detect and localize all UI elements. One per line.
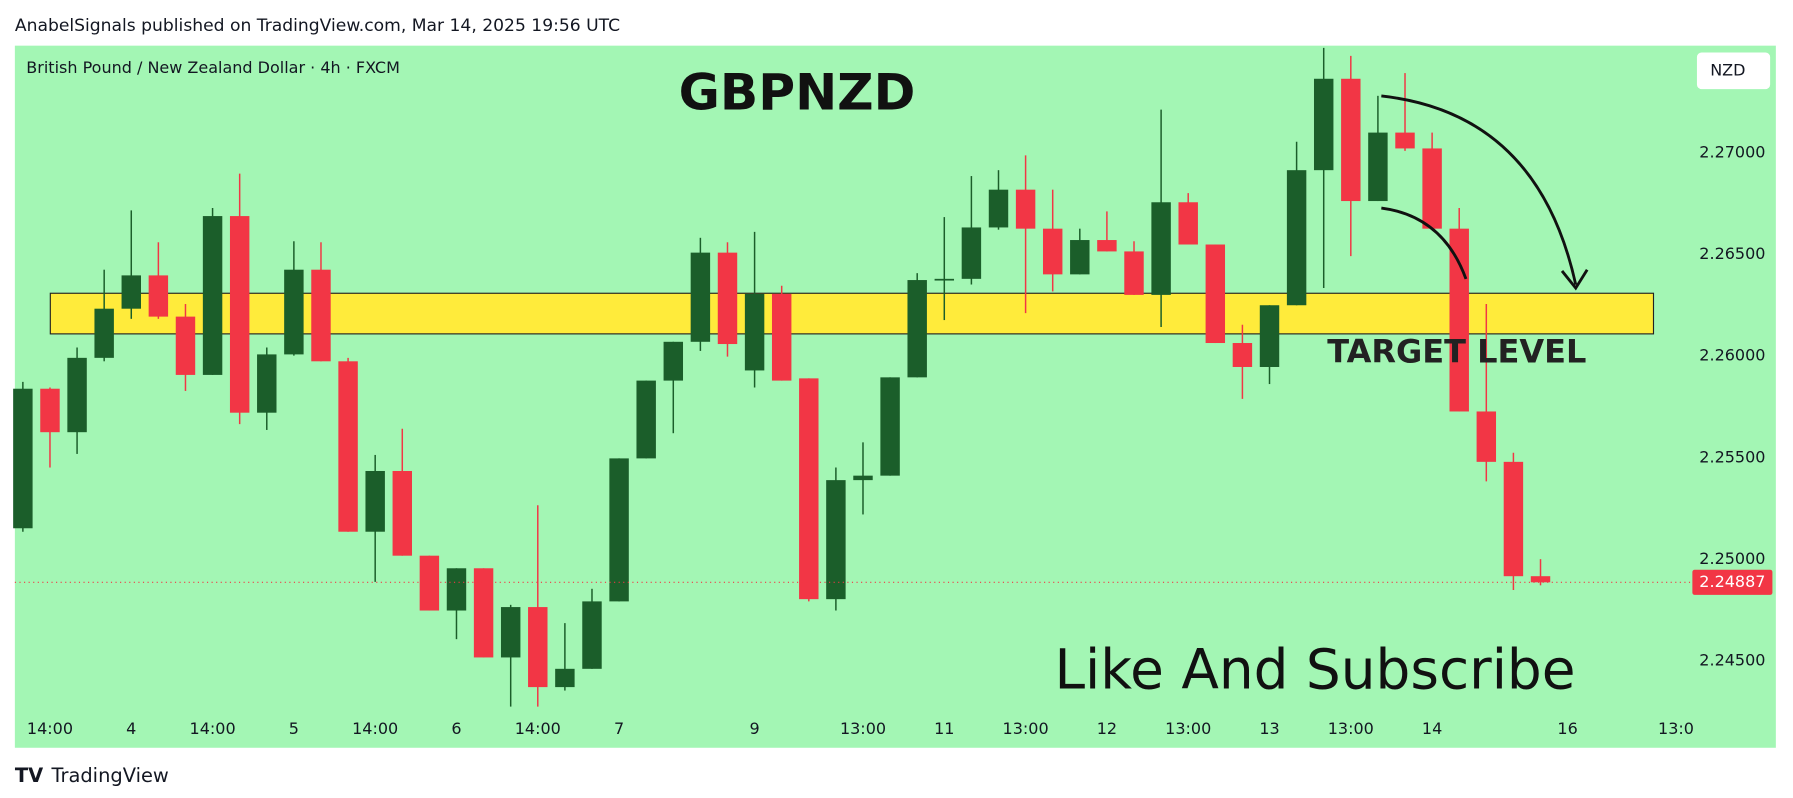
candle-body — [1313, 78, 1334, 171]
x-tick-label: 14:00 — [515, 719, 561, 738]
candle-body — [609, 458, 629, 602]
candle-body — [961, 227, 982, 279]
x-tick-label: 5 — [289, 719, 299, 738]
candle-body — [1368, 132, 1388, 202]
annotation: TARGET LEVEL — [1327, 332, 1586, 370]
candle-body — [1449, 228, 1469, 412]
arrow — [1381, 206, 1468, 280]
x-tick-label: 13:0 — [1658, 719, 1694, 738]
x-tick-label: 11 — [934, 719, 954, 738]
candle-body — [148, 275, 169, 317]
candle-body — [94, 308, 114, 358]
x-tick-label: 14:00 — [352, 719, 398, 738]
candle-body — [771, 293, 792, 381]
candle-body — [1015, 189, 1036, 229]
x-tick-label: 16 — [1557, 719, 1577, 738]
candle-body — [1151, 202, 1171, 295]
y-tick-label: 2.26000 — [1699, 346, 1765, 365]
candle-body — [473, 568, 494, 658]
candle-body — [365, 470, 385, 532]
footer: TradingView — [50, 764, 168, 787]
x-tick-label: 13:00 — [1328, 719, 1374, 738]
candle-body — [907, 280, 927, 378]
candle-body — [284, 269, 304, 355]
candle-body — [880, 377, 900, 476]
candle-body — [1259, 305, 1280, 367]
candle-body — [988, 189, 1009, 228]
candle-body — [555, 668, 575, 688]
candle-body — [1530, 576, 1551, 583]
candle-body — [1422, 148, 1442, 229]
candle-body — [663, 341, 684, 381]
candle-body — [121, 275, 141, 309]
candle-body — [40, 388, 60, 433]
candle-body — [392, 470, 413, 556]
candle-body — [1205, 244, 1226, 344]
candle-body — [311, 269, 331, 362]
candle-body — [1042, 228, 1063, 275]
annotation: Like And Subscribe — [1054, 638, 1575, 702]
candle-body — [1178, 202, 1198, 245]
candle-body — [528, 607, 548, 688]
last-price-label: 2.24887 — [1699, 572, 1765, 591]
logo-mark: TV — [15, 764, 43, 787]
candle-body — [853, 475, 873, 481]
chart-title: GBPNZD — [679, 62, 916, 121]
candle-body — [1097, 240, 1117, 252]
x-tick-label: 13:00 — [1165, 719, 1211, 738]
candle-body — [338, 361, 358, 532]
candle-body — [799, 378, 819, 600]
x-tick-label: 6 — [451, 719, 461, 738]
candle-body — [636, 380, 656, 459]
arrow — [1381, 94, 1578, 285]
x-tick-label: 14 — [1422, 719, 1442, 738]
candle-body — [744, 293, 765, 371]
header: AnabelSignals published on TradingView.c… — [15, 16, 620, 36]
candle-body — [1286, 170, 1307, 306]
x-tick-label: 13:00 — [840, 719, 886, 738]
x-tick-label: 9 — [749, 719, 759, 738]
candle-body — [1503, 461, 1524, 577]
y-tick-label: 2.26500 — [1699, 244, 1765, 263]
candle-body — [419, 555, 440, 611]
candle-body — [690, 252, 711, 342]
candle-body — [717, 252, 738, 345]
x-tick-label: 7 — [614, 719, 624, 738]
candle-body — [1124, 251, 1144, 295]
candle-body — [202, 216, 223, 375]
y-tick-label: 2.25500 — [1699, 447, 1765, 466]
candle-body — [446, 568, 467, 611]
currency[interactable]: NZD — [1710, 60, 1745, 79]
marks — [13, 47, 1691, 707]
candle-body — [934, 278, 955, 281]
candle-body — [1070, 240, 1090, 275]
candle-body — [67, 357, 87, 433]
candle-body — [13, 388, 33, 529]
candle-body — [1341, 78, 1361, 202]
y-tick-label: 2.27000 — [1699, 143, 1765, 162]
symbol-info: British Pound / New Zealand Dollar · 4h … — [26, 58, 400, 77]
x-tick-label: 13:00 — [1003, 719, 1049, 738]
x-tick-label: 4 — [126, 719, 136, 738]
candle-body — [500, 607, 521, 658]
last-price-box — [1692, 569, 1773, 595]
currency-box[interactable] — [1696, 52, 1771, 90]
x-tick-label: 14:00 — [190, 719, 236, 738]
x-tick-label: 12 — [1097, 719, 1117, 738]
arrow-head — [1560, 269, 1589, 291]
candle-body — [175, 316, 196, 375]
candle-body — [1395, 132, 1415, 149]
y-tick-label: 2.24500 — [1699, 650, 1765, 669]
candle-body — [257, 354, 277, 413]
candle-body — [582, 601, 602, 669]
candle-body — [826, 480, 846, 600]
x-tick-label: 14:00 — [27, 719, 73, 738]
candle-body — [1232, 343, 1253, 367]
y-tick-label: 2.25000 — [1699, 549, 1765, 568]
candle-body — [229, 216, 250, 413]
x-tick-label: 13 — [1259, 719, 1279, 738]
candle-body — [1476, 411, 1497, 462]
